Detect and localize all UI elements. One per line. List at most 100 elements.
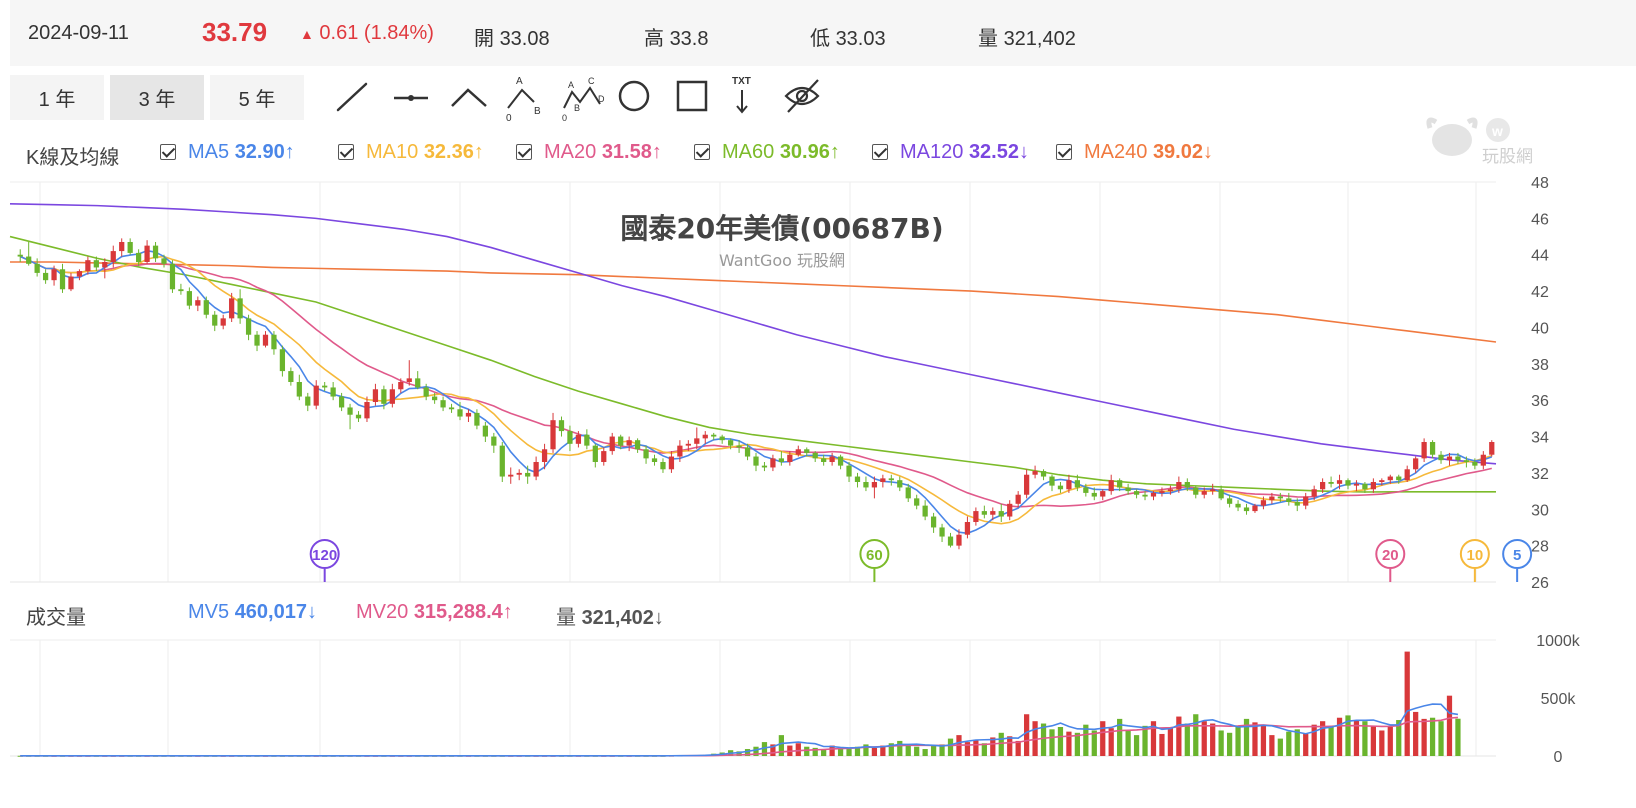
- vol-name: 量: [556, 607, 576, 629]
- candle-body: [330, 387, 336, 397]
- candle: [127, 238, 133, 255]
- candle-body: [888, 478, 894, 481]
- candle: [719, 434, 725, 444]
- candle: [1193, 485, 1199, 499]
- svg-text:w: w: [1491, 123, 1503, 139]
- range-5y-button[interactable]: 5 年: [210, 75, 304, 120]
- candle-body: [1320, 482, 1326, 490]
- ma5-value: 32.90: [234, 141, 285, 163]
- candle: [262, 331, 269, 348]
- volume-bar: [1379, 730, 1385, 756]
- candle-body: [355, 414, 362, 419]
- candle: [1294, 498, 1300, 512]
- candle: [1243, 503, 1250, 515]
- candle: [398, 378, 404, 393]
- candle: [1472, 458, 1478, 470]
- candle: [1007, 500, 1013, 521]
- horizontal-line-icon[interactable]: [388, 74, 436, 122]
- ma20-checkbox[interactable]: [516, 144, 532, 160]
- ma60-checkbox[interactable]: [694, 144, 710, 160]
- volume-bar: [1100, 721, 1106, 756]
- candle-body: [575, 434, 582, 444]
- ma-marker-5: 5: [1502, 539, 1533, 582]
- candle: [668, 451, 675, 473]
- volume-bar: [1396, 720, 1402, 756]
- candle-body: [1370, 482, 1376, 490]
- candle: [93, 256, 99, 272]
- volume-bar: [736, 751, 742, 756]
- ma120-checkbox[interactable]: [872, 144, 888, 160]
- volume-bar: [981, 743, 987, 756]
- candle-body: [1040, 471, 1047, 477]
- candle: [381, 385, 387, 410]
- candle-body: [736, 445, 742, 448]
- volume-bar: [1311, 724, 1317, 756]
- ma120-value: 32.52: [968, 141, 1019, 163]
- tool-letter-b: B: [534, 106, 541, 117]
- candle-body: [406, 378, 412, 382]
- candle: [812, 451, 818, 462]
- candle-body: [347, 407, 353, 415]
- angle-line-icon[interactable]: [446, 74, 494, 122]
- volume-bar: [1438, 721, 1444, 756]
- volume-bar: [854, 746, 861, 756]
- candle-body: [17, 254, 23, 257]
- hide-drawings-icon[interactable]: [782, 74, 830, 122]
- chart-subtitle: WantGoo 玩股網: [719, 251, 845, 270]
- candle: [110, 245, 116, 268]
- volume-bar: [1387, 727, 1393, 756]
- candle: [1167, 485, 1174, 495]
- candle: [448, 403, 455, 413]
- candle: [237, 289, 243, 324]
- ma20-value: 31.58: [601, 141, 652, 163]
- candle: [1184, 478, 1190, 492]
- price-tick-label: 26: [1531, 575, 1549, 592]
- volume-tick-label: 500k: [1541, 691, 1577, 708]
- candle-body: [1252, 505, 1258, 512]
- candle-body: [1345, 480, 1351, 486]
- candle: [491, 432, 497, 453]
- candle-body: [68, 276, 74, 290]
- price-tick-label: 38: [1531, 357, 1549, 374]
- ma60-arrow-icon: ↑: [829, 141, 840, 163]
- candle: [1480, 451, 1486, 470]
- tool-letter-d: D: [598, 94, 605, 104]
- candle-body: [491, 436, 497, 446]
- text-annotation-icon[interactable]: TXT: [730, 74, 778, 122]
- ma5-checkbox[interactable]: [160, 144, 176, 160]
- range-1y-button[interactable]: 1 年: [10, 75, 104, 120]
- candle-body: [812, 452, 818, 459]
- candle-body: [1303, 496, 1309, 506]
- rectangle-icon[interactable]: [672, 74, 720, 122]
- candle-body: [288, 371, 294, 382]
- abc-pattern-icon[interactable]: A 0 B: [504, 74, 552, 122]
- abcd-pattern-icon[interactable]: A B C D 0: [562, 74, 610, 122]
- candle-body: [914, 498, 920, 506]
- candle-body: [1421, 442, 1427, 459]
- candle-body: [761, 465, 768, 468]
- candle: [1049, 474, 1055, 492]
- up-arrow-icon: ▲: [300, 26, 314, 42]
- candle-body: [1260, 500, 1267, 506]
- range-3y-button[interactable]: 3 年: [110, 75, 204, 120]
- low-value: 33.03: [835, 28, 886, 50]
- candle: [1421, 438, 1427, 462]
- volume-bar: [1057, 727, 1064, 756]
- candle: [888, 474, 894, 486]
- candle: [372, 383, 379, 406]
- price-tick-label: 48: [1531, 175, 1549, 192]
- candle: [136, 249, 142, 266]
- candle: [1218, 485, 1224, 501]
- ma10-checkbox[interactable]: [338, 144, 354, 160]
- volume-bar: [1421, 718, 1427, 756]
- candle: [1032, 465, 1038, 479]
- circle-icon[interactable]: [614, 74, 662, 122]
- volume-bar: [1032, 721, 1038, 756]
- candle: [1303, 492, 1309, 510]
- ma5-line: [19, 249, 1493, 535]
- price-legend-title: K線及均線: [26, 147, 120, 169]
- ma240-checkbox[interactable]: [1056, 144, 1072, 160]
- candle-body: [279, 349, 286, 372]
- candle-body: [1007, 503, 1013, 517]
- trend-line-icon[interactable]: [330, 74, 378, 122]
